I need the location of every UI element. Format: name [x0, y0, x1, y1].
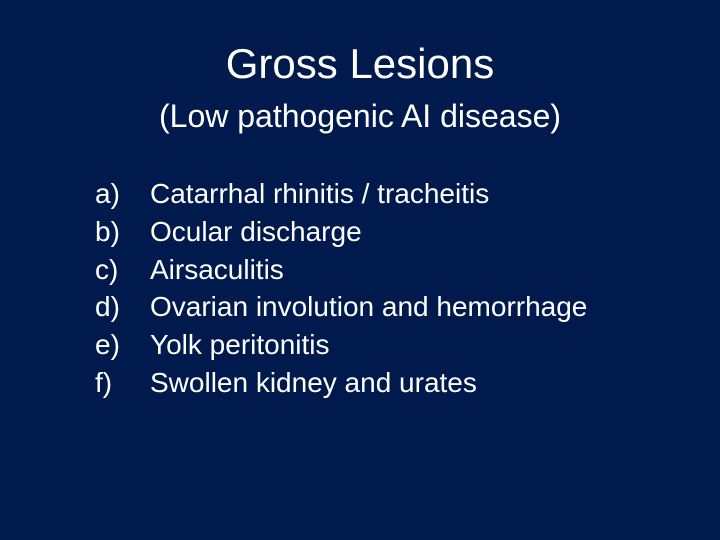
slide-subtitle: (Low pathogenic AI disease)	[0, 98, 720, 135]
list-text: Yolk peritonitis	[150, 326, 720, 364]
list-text: Catarrhal rhinitis / tracheitis	[150, 175, 720, 213]
list-marker: f)	[95, 364, 150, 402]
list-item: f) Swollen kidney and urates	[95, 364, 720, 402]
list-item: e) Yolk peritonitis	[95, 326, 720, 364]
list-marker: a)	[95, 175, 150, 213]
list-item: c) Airsaculitis	[95, 251, 720, 289]
list-item: a) Catarrhal rhinitis / tracheitis	[95, 175, 720, 213]
list-marker: b)	[95, 213, 150, 251]
slide-title: Gross Lesions	[0, 40, 720, 88]
list-text: Ovarian involution and hemorrhage	[150, 288, 720, 326]
list-text: Swollen kidney and urates	[150, 364, 720, 402]
list-marker: e)	[95, 326, 150, 364]
list-item: b) Ocular discharge	[95, 213, 720, 251]
list-marker: d)	[95, 288, 150, 326]
list-text: Ocular discharge	[150, 213, 720, 251]
slide: Gross Lesions (Low pathogenic AI disease…	[0, 0, 720, 540]
list-text: Airsaculitis	[150, 251, 720, 289]
lesion-list: a) Catarrhal rhinitis / tracheitis b) Oc…	[0, 175, 720, 402]
list-item: d) Ovarian involution and hemorrhage	[95, 288, 720, 326]
list-marker: c)	[95, 251, 150, 289]
